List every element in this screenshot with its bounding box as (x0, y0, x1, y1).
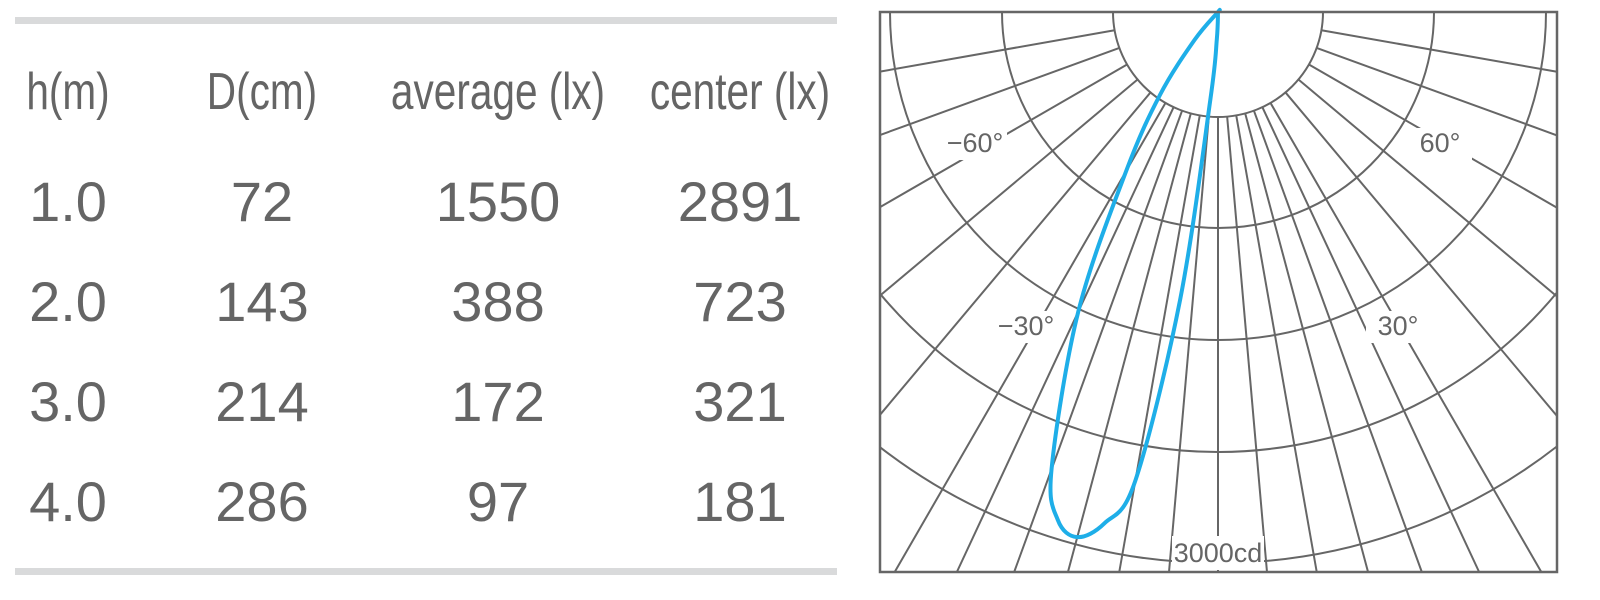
grid-radial-line (1316, 46, 1558, 137)
label-background (1172, 536, 1264, 570)
grid-radial-line (1168, 116, 1210, 573)
table-cell: 214 (215, 370, 309, 433)
grid-radial-line (1226, 116, 1268, 573)
top-divider (15, 17, 837, 24)
angle-label: −30° (998, 311, 1055, 341)
grid-radial-line (1252, 110, 1423, 573)
label-background (1366, 311, 1430, 343)
angle-label: 30° (1378, 311, 1419, 341)
table-cell: 321 (693, 370, 787, 433)
grid-radial-line (1284, 91, 1558, 417)
grid-radial-line (1013, 110, 1184, 573)
grid-radial-line (1297, 78, 1558, 298)
grid-radial-line (879, 91, 1152, 416)
table-cell: 3.0 (29, 370, 107, 433)
grid-radial-line (1066, 113, 1192, 573)
table-cell: 181 (693, 470, 787, 533)
label-background (943, 128, 1007, 160)
table-cell: 97 (466, 470, 530, 533)
grid-radial-line (1118, 115, 1201, 573)
grid-radial-line (879, 29, 1115, 73)
label-background (994, 311, 1058, 343)
table-cell: 172 (451, 370, 545, 433)
angle-label: 60° (1420, 128, 1461, 158)
table-cell: 1550 (435, 170, 561, 233)
table-cell: 1.0 (29, 170, 107, 233)
table-cell: 2891 (677, 170, 803, 233)
intensity-curve (1048, 7, 1222, 540)
grid-radial-line (1244, 113, 1370, 573)
label-background (1408, 128, 1472, 160)
grid-radial-line (879, 78, 1139, 297)
angle-label: −60° (947, 128, 1004, 158)
table-cell: 286 (215, 470, 309, 533)
radial-scale-label: 3000cd (1174, 538, 1263, 568)
table-cell: 2.0 (29, 270, 107, 333)
table-cell: 143 (215, 270, 309, 333)
header-diameter: D(cm) (206, 63, 318, 121)
grid-radial-line (1321, 29, 1558, 73)
grid-radial-line (955, 106, 1175, 573)
table-cell: 723 (693, 270, 787, 333)
grid-radial-line (1235, 115, 1318, 573)
chart-frame (878, 10, 1559, 574)
header-center: center (lx) (649, 63, 831, 121)
header-average: average (lx) (390, 63, 606, 121)
bottom-divider (15, 568, 837, 575)
header-height: h(m) (26, 63, 110, 121)
grid-ring (1112, 11, 1324, 118)
table-cell: 388 (451, 270, 545, 333)
grid-radial-line (879, 46, 1120, 136)
table-cell: 72 (230, 170, 294, 233)
table-cell: 4.0 (29, 470, 107, 533)
